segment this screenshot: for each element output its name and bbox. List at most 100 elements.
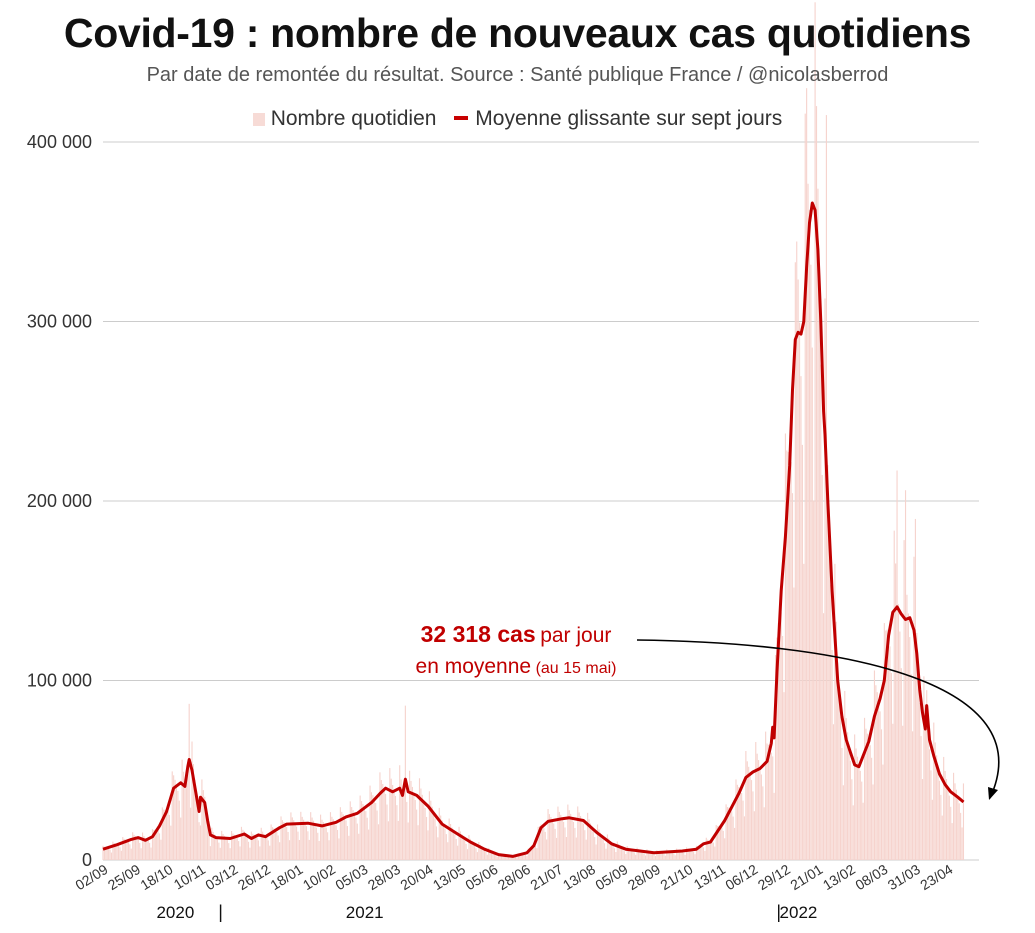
daily-bar [154, 829, 156, 860]
daily-bar [612, 845, 614, 860]
daily-bar [714, 846, 716, 860]
daily-bar [548, 814, 551, 860]
y-tick-label: 400 000 [27, 132, 92, 152]
daily-bar [659, 851, 661, 860]
daily-bar [708, 840, 710, 860]
daily-bar [495, 854, 497, 860]
x-tick-label: 21/07 [527, 861, 565, 893]
daily-bar [253, 834, 255, 860]
daily-bar [646, 849, 648, 860]
year-label: 2022 [779, 903, 818, 922]
year-separator: | [218, 902, 223, 922]
daily-bar [416, 809, 418, 860]
daily-bar [219, 847, 221, 860]
daily-bar [185, 774, 187, 860]
daily-bar [926, 690, 928, 860]
daily-bar [338, 838, 340, 860]
daily-bar [506, 857, 508, 860]
annotation-line-2: en moyenne (au 15 mai) [372, 652, 660, 683]
daily-bar [280, 816, 282, 860]
daily-bar [250, 831, 252, 860]
daily-bar [691, 850, 693, 860]
daily-bar [166, 810, 168, 860]
daily-bar [539, 826, 541, 860]
daily-bar [601, 835, 603, 860]
daily-bar [164, 809, 166, 860]
daily-bar [783, 692, 785, 860]
daily-bar [322, 822, 324, 860]
daily-bar [233, 834, 235, 860]
x-tick-label: 18/10 [137, 861, 175, 893]
daily-bar [683, 852, 685, 860]
daily-bar [902, 725, 904, 860]
daily-bar [629, 848, 631, 860]
daily-bar [900, 668, 902, 860]
daily-bar [198, 822, 200, 860]
daily-bar [401, 788, 404, 860]
daily-bar [204, 796, 206, 860]
daily-bar [760, 774, 762, 860]
daily-bar [257, 840, 259, 860]
daily-bar [739, 788, 741, 860]
daily-bar [318, 840, 320, 860]
daily-bar [259, 846, 261, 860]
daily-bar [143, 836, 145, 860]
daily-bar [738, 786, 740, 860]
daily-bar [938, 780, 941, 860]
daily-bar [420, 788, 422, 860]
daily-bar [866, 733, 868, 860]
daily-bar [623, 851, 625, 860]
daily-bar [856, 756, 859, 860]
annotation-value: 32 318 cas [420, 621, 536, 647]
daily-bar [561, 817, 563, 860]
year-label: 2021 [345, 903, 384, 922]
daily-bar [315, 827, 317, 860]
daily-bar [719, 826, 722, 860]
daily-bar [876, 692, 878, 860]
daily-bar [613, 848, 616, 860]
daily-bar [554, 828, 556, 860]
daily-bar [759, 766, 761, 860]
daily-bar [201, 779, 203, 860]
daily-bar [208, 834, 210, 860]
daily-bar [543, 827, 545, 860]
y-tick-label: 300 000 [27, 312, 92, 332]
daily-bar [794, 262, 796, 860]
daily-bar [753, 811, 755, 860]
daily-bar [195, 794, 197, 860]
daily-bar [786, 450, 788, 860]
daily-bar [209, 846, 211, 860]
daily-bar [188, 703, 190, 860]
daily-bar [187, 774, 189, 860]
daily-bar [389, 768, 391, 860]
x-tick-label: 28/09 [625, 861, 663, 893]
daily-bar [314, 823, 316, 860]
x-tick-label: 28/03 [365, 861, 403, 893]
daily-bar [943, 756, 945, 860]
daily-bar [721, 827, 723, 860]
daily-bar [444, 828, 446, 860]
daily-bar [625, 854, 627, 860]
daily-bar [362, 803, 364, 860]
daily-bar [406, 801, 408, 860]
daily-bar [653, 854, 655, 860]
daily-bar [657, 851, 659, 860]
daily-bar [957, 795, 959, 860]
daily-bar [454, 834, 456, 860]
daily-bar [360, 801, 363, 860]
daily-bar [664, 855, 666, 860]
daily-bar [628, 847, 630, 860]
daily-bar [341, 811, 343, 860]
daily-bar [793, 587, 795, 860]
daily-bar [471, 841, 473, 860]
x-tick-label: 06/12 [722, 861, 760, 893]
daily-bar [718, 826, 720, 860]
daily-bar [927, 719, 929, 860]
daily-bar [742, 800, 744, 860]
daily-bar [520, 853, 522, 860]
daily-bar [577, 806, 579, 860]
daily-bar [382, 783, 384, 860]
legend: Nombre quotidien Moyenne glissante sur s… [0, 107, 1035, 131]
daily-bar [163, 809, 165, 860]
daily-bar [823, 613, 825, 860]
